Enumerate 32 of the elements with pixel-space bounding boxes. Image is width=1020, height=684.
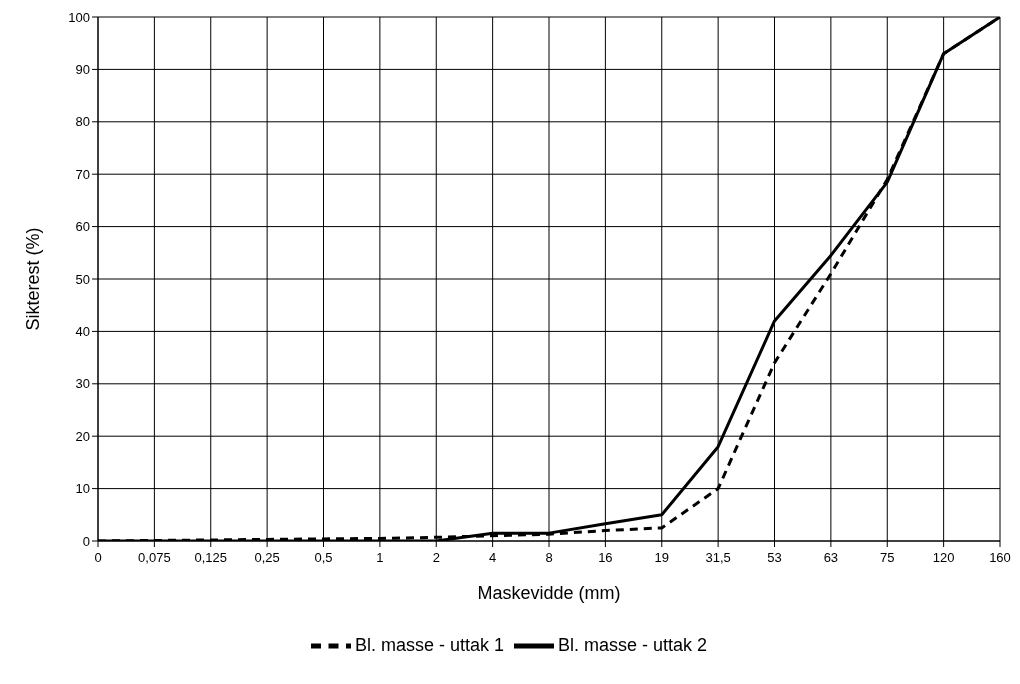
- y-tick-label: 70: [75, 166, 90, 182]
- x-tick-label: 19: [654, 550, 669, 566]
- y-tick-label: 0: [82, 533, 90, 549]
- x-tick-label: 75: [880, 550, 895, 566]
- x-tick-label: 4: [489, 550, 497, 566]
- x-tick-label: 0,125: [194, 550, 228, 566]
- x-tick-label: 0: [94, 550, 102, 566]
- y-tick-label: 50: [75, 271, 90, 287]
- x-tick-label: 0,25: [254, 550, 280, 566]
- legend-label: Bl. masse - uttak 1: [354, 634, 504, 655]
- x-axis-title: Maskevidde (mm): [477, 582, 621, 603]
- x-tick-label: 8: [545, 550, 553, 566]
- legend-label: Bl. masse - uttak 2: [558, 634, 708, 655]
- x-tick-label: 1: [376, 550, 384, 566]
- x-tick-label: 0,5: [314, 550, 333, 566]
- y-axis-title: Sikterest (%): [23, 227, 44, 331]
- y-tick-label: 60: [75, 219, 90, 235]
- y-tick-label: 20: [75, 428, 90, 444]
- x-tick-label: 120: [932, 550, 955, 566]
- y-tick-label: 100: [68, 9, 90, 25]
- y-tick-label: 10: [75, 481, 90, 497]
- x-tick-label: 2: [432, 550, 440, 566]
- y-tick-label: 30: [75, 376, 90, 392]
- x-tick-label: 0,075: [138, 550, 171, 566]
- y-tick-label: 80: [75, 114, 90, 130]
- x-tick-label: 53: [767, 550, 782, 566]
- x-tick-label: 63: [823, 550, 839, 566]
- x-tick-label: 16: [598, 550, 613, 566]
- y-tick-label: 40: [75, 324, 90, 340]
- y-tick-label: 90: [75, 62, 90, 78]
- x-tick-label: 31,5: [705, 550, 731, 566]
- x-tick-label: 160: [989, 550, 1011, 566]
